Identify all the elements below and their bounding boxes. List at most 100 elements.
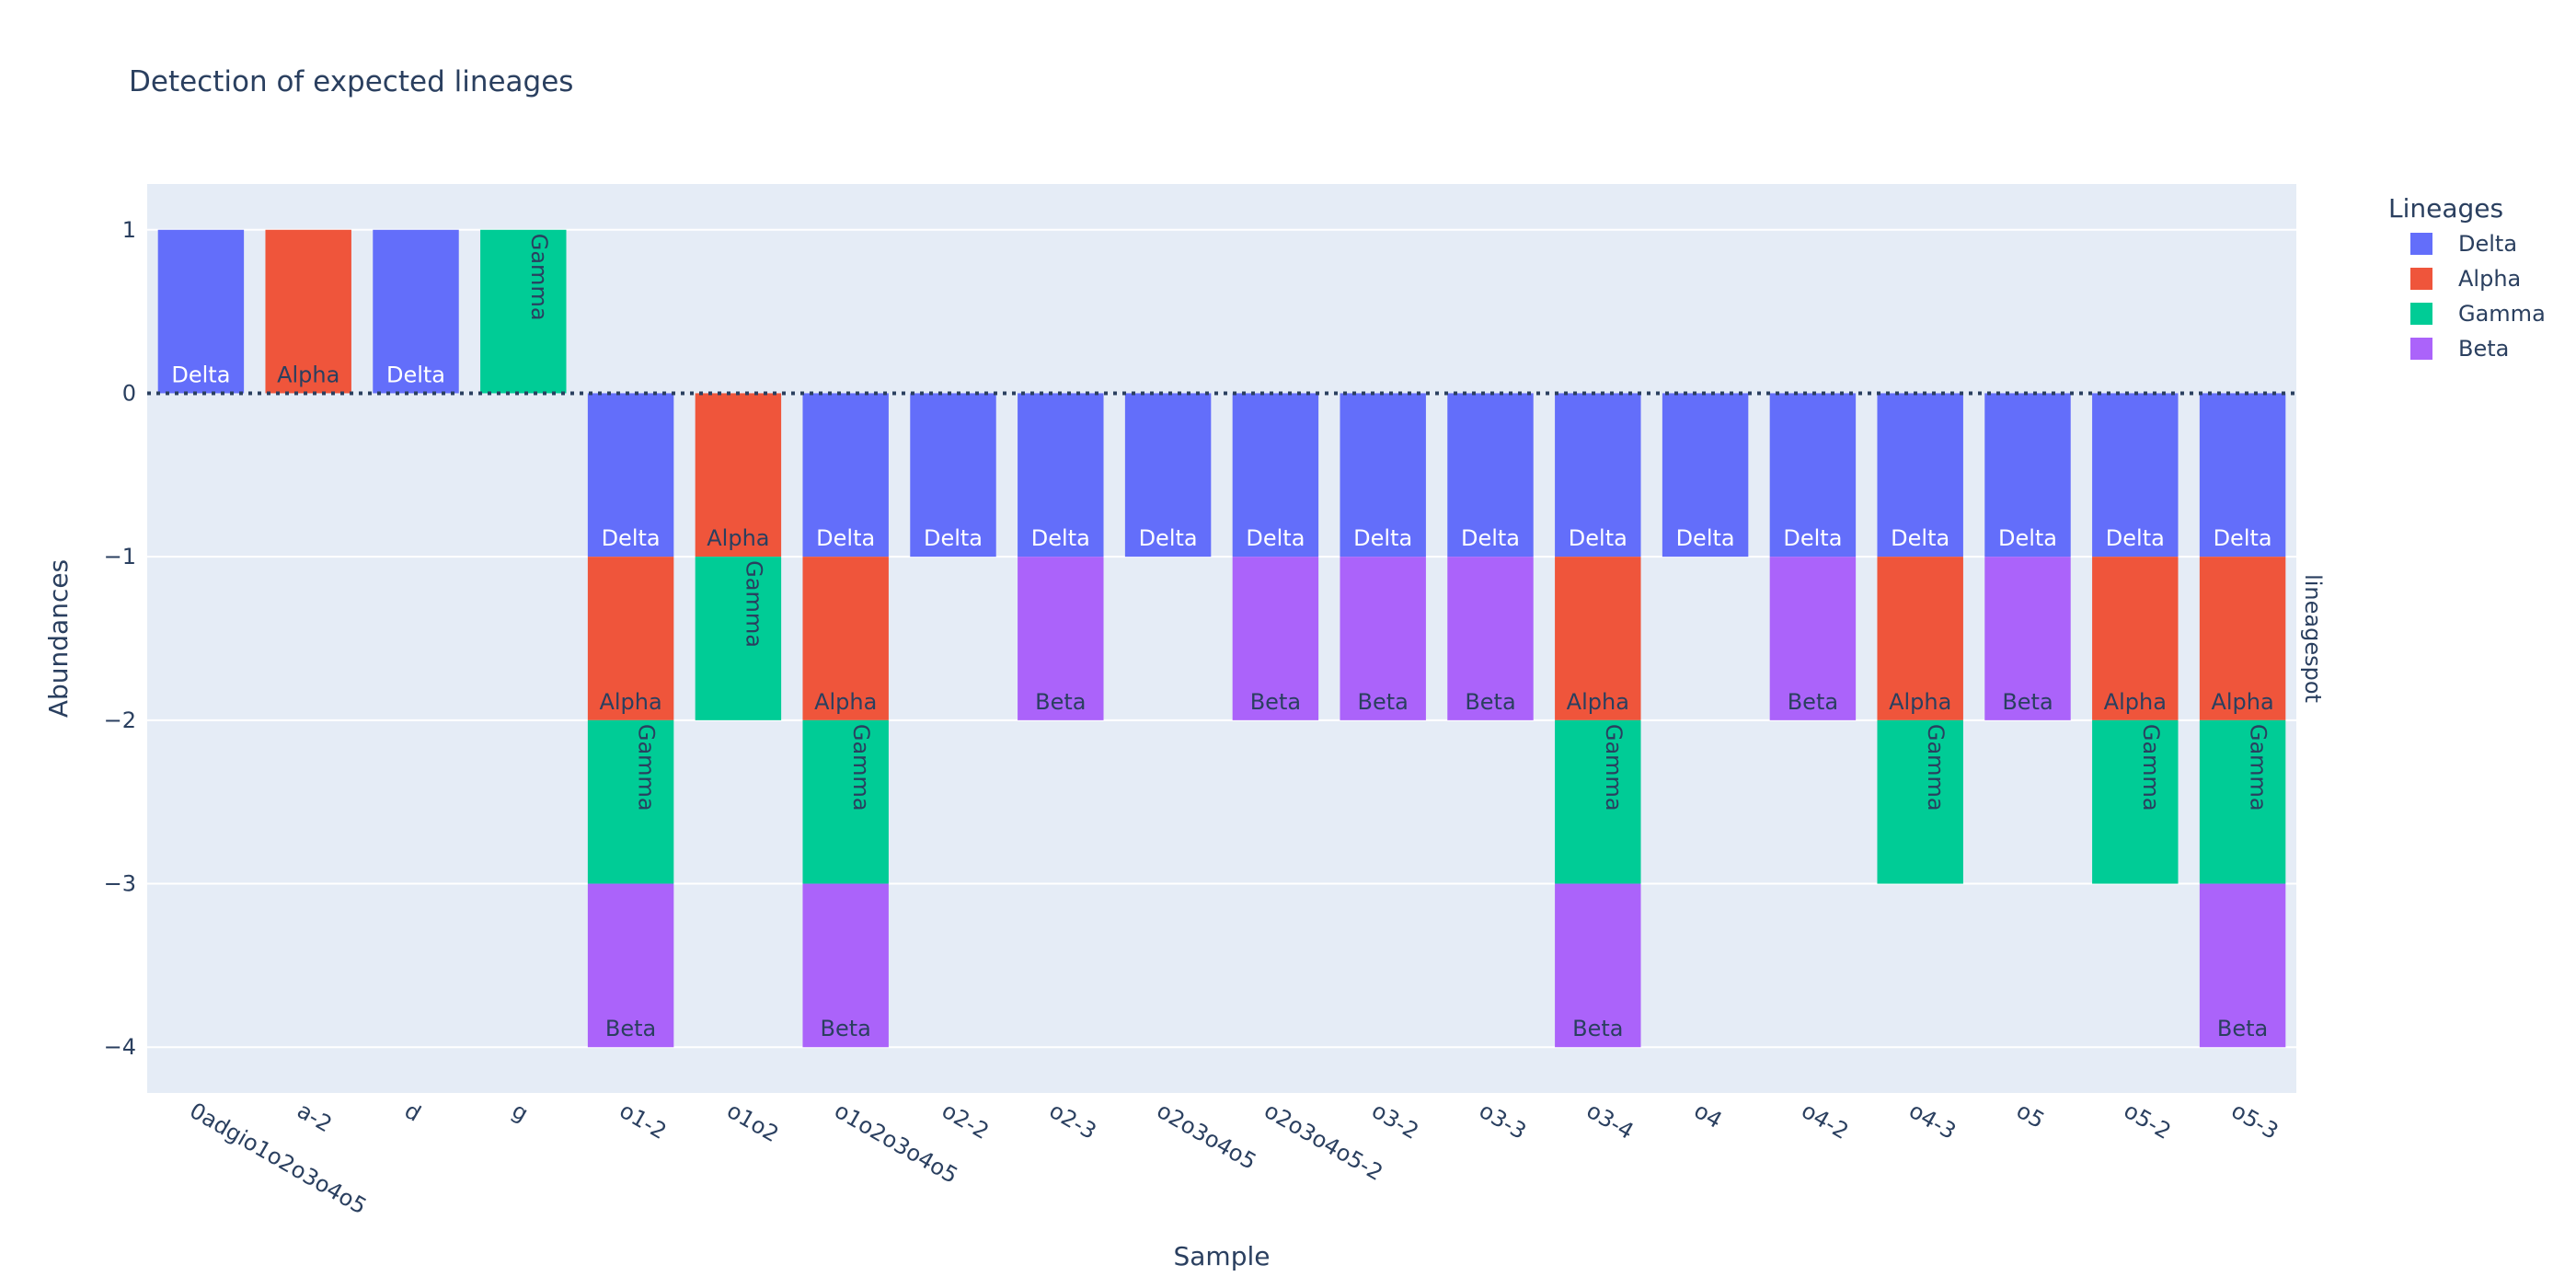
bar-label: Gamma	[848, 724, 874, 811]
bar-label: Gamma	[2246, 724, 2271, 811]
bar-beta-o2-3	[1018, 557, 1104, 720]
bar-alpha-o1o2o3o4o5	[802, 557, 889, 720]
bar-label: Delta	[924, 525, 983, 551]
y-tick-label: 0	[122, 380, 136, 406]
bar-delta-o2-2	[910, 393, 996, 558]
bar-gamma-o1o2	[695, 557, 782, 720]
bar-label: Delta	[602, 525, 661, 551]
bar-gamma-o5-2	[2092, 719, 2179, 884]
x-tick-label: o2-3	[1045, 1098, 1101, 1144]
x-tick-label: o2-2	[937, 1098, 994, 1144]
bar-delta-o3-3	[1447, 393, 1534, 558]
legend-item-delta: Delta	[2458, 231, 2517, 257]
legend-swatch-gamma	[2410, 303, 2432, 325]
legend-item-alpha: Alpha	[2458, 266, 2521, 292]
bar-beta-o3-2	[1340, 557, 1426, 720]
bar-label: Delta	[1569, 525, 1627, 551]
bar-label: Alpha	[277, 362, 339, 387]
x-tick-label: o3-2	[1367, 1098, 1423, 1144]
legend-swatch-beta	[2410, 338, 2432, 360]
plot-area	[147, 184, 2296, 1093]
bar-label: Gamma	[2138, 724, 2164, 811]
bar-label: Delta	[1031, 525, 1090, 551]
bar-delta-o1-2	[587, 393, 674, 558]
bar-delta-o5	[1984, 393, 2071, 558]
bar-delta-o5-2	[2092, 393, 2179, 558]
bar-label: Delta	[1676, 525, 1735, 551]
bar-label: Delta	[171, 362, 230, 387]
bar-label: Delta	[1783, 525, 1842, 551]
bar-delta-o5-3	[2199, 393, 2286, 558]
bar-beta-o2o3o4o5-2	[1232, 557, 1319, 720]
bar-label: Alpha	[814, 689, 877, 715]
x-tick-label: 0adgio1o2o3o4o5	[185, 1098, 371, 1220]
bar-alpha-a-2	[265, 229, 351, 394]
bar-beta-o1-2	[587, 883, 674, 1048]
x-tick-label: g	[508, 1098, 533, 1127]
x-tick-label: o4	[1690, 1098, 1727, 1133]
bar-alpha-o3-4	[1555, 557, 1641, 720]
bar-delta-o2-3	[1018, 393, 1104, 558]
bar-gamma-o1o2o3o4o5	[802, 719, 889, 884]
bar-delta-o3-4	[1555, 393, 1641, 558]
bars	[157, 229, 2286, 1048]
bar-label: Delta	[2106, 525, 2165, 551]
bar-delta-o4-2	[1769, 393, 1857, 558]
bar-label: Delta	[1353, 525, 1412, 551]
bar-gamma-o3-4	[1555, 719, 1641, 884]
y-tick-label: 1	[122, 217, 136, 243]
facet-label: lineagespot	[2300, 574, 2326, 703]
bar-label: Alpha	[2211, 689, 2273, 715]
bar-label: Alpha	[599, 689, 661, 715]
x-tick-label: o2o3o4o5-2	[1259, 1098, 1386, 1186]
bar-delta-o3-2	[1340, 393, 1426, 558]
bar-delta-o4-3	[1877, 393, 1963, 558]
x-tick-label: o4-3	[1904, 1098, 1961, 1144]
bar-delta-d	[373, 229, 459, 394]
bar-label: Beta	[2002, 689, 2053, 715]
bar-label: Beta	[1465, 689, 1515, 715]
x-tick-label: o1o2	[722, 1098, 783, 1147]
y-tick-label: −4	[104, 1034, 136, 1060]
bar-label: Beta	[1250, 689, 1301, 715]
bar-label: Gamma	[526, 234, 552, 321]
legend: Lineages Delta Alpha Gamma Beta	[2388, 193, 2546, 362]
bar-beta-o3-3	[1447, 557, 1534, 720]
x-axis-title: Sample	[1174, 1241, 1271, 1271]
bar-alpha-o4-3	[1877, 557, 1963, 720]
bar-gamma-g	[480, 229, 567, 394]
x-tick-label: d	[400, 1098, 425, 1127]
bar-delta-o2o3o4o5-2	[1232, 393, 1319, 558]
x-tick-label: o2o3o4o5	[1153, 1098, 1261, 1175]
bar-label: Beta	[1358, 689, 1409, 715]
bar-label: Alpha	[707, 525, 769, 551]
bar-label: Beta	[821, 1016, 871, 1041]
bar-delta-o4	[1662, 393, 1749, 558]
bar-label: Delta	[386, 362, 445, 387]
bar-label: Beta	[1788, 689, 1838, 715]
y-tick-label: −2	[104, 707, 136, 733]
x-tick-label: o5-2	[2120, 1098, 2176, 1144]
bar-gamma-o1-2	[587, 719, 674, 884]
bar-label: Delta	[1891, 525, 1949, 551]
y-tick-label: −3	[104, 871, 136, 897]
x-tick-label: o3-3	[1475, 1098, 1531, 1144]
bar-label: Delta	[2214, 525, 2272, 551]
bar-label: Delta	[1998, 525, 2057, 551]
x-tick-label: a-2	[293, 1098, 336, 1138]
bar-label: Delta	[1461, 525, 1520, 551]
bar-gamma-o4-3	[1877, 719, 1963, 884]
legend-swatch-delta	[2410, 233, 2432, 255]
x-tick-label: o3-4	[1582, 1098, 1639, 1144]
x-tick-label: o5	[2012, 1098, 2049, 1133]
bar-label: Beta	[605, 1016, 656, 1041]
bar-delta-0adgio1o2o3o4o5	[157, 229, 245, 394]
chart-title: Detection of expected lineages	[129, 65, 573, 98]
bar-label: Gamma	[1923, 724, 1949, 811]
legend-title: Lineages	[2388, 193, 2503, 224]
bar-label: Beta	[1572, 1016, 1623, 1041]
bar-alpha-o5-2	[2092, 557, 2179, 720]
x-tick-label: o1-2	[615, 1098, 672, 1144]
legend-item-beta: Beta	[2458, 336, 2509, 362]
